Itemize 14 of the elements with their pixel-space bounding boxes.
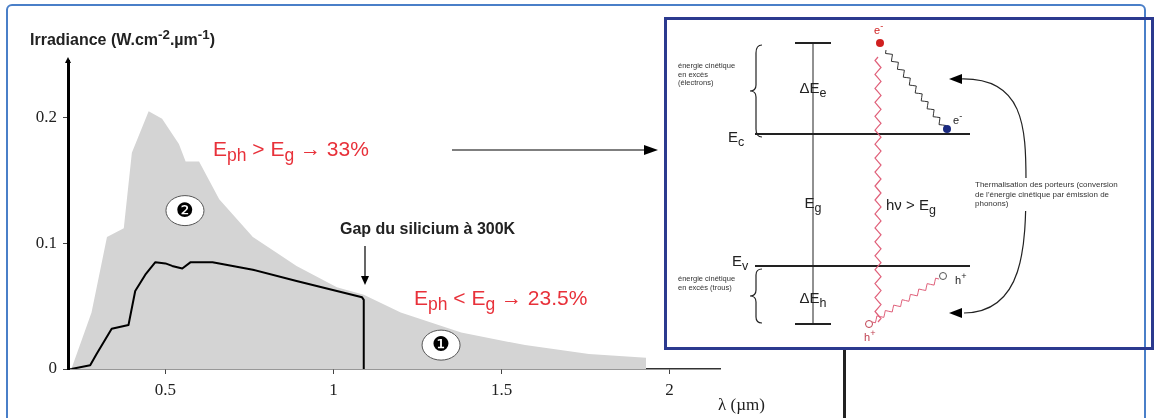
- y-tick-label: 0: [48, 358, 57, 378]
- x-tick-label: 0.5: [154, 379, 177, 399]
- annotation: Gap du silicium à 300K: [340, 220, 516, 237]
- annotation: ❶: [432, 332, 451, 357]
- y-tick-label: 0.1: [35, 232, 57, 252]
- x-tick-label: 1.5: [490, 379, 513, 399]
- annotation: E$_{ph}$ > E$_{g}$ → 33%: [213, 137, 369, 166]
- annotation: E$_{ph}$ < E$_{g}$ → 23.5%: [414, 286, 588, 315]
- y-axis-title: Irradiance (W.cm$^{-2}$.µm$^{-1}$): [30, 27, 215, 49]
- x-tick-label: 1: [329, 379, 338, 399]
- x-axis-title: λ (µm): [718, 395, 765, 414]
- y-tick-label: 0.2: [35, 107, 57, 127]
- x-tick-label: 2: [665, 379, 674, 399]
- annotation: ❷: [175, 197, 194, 222]
